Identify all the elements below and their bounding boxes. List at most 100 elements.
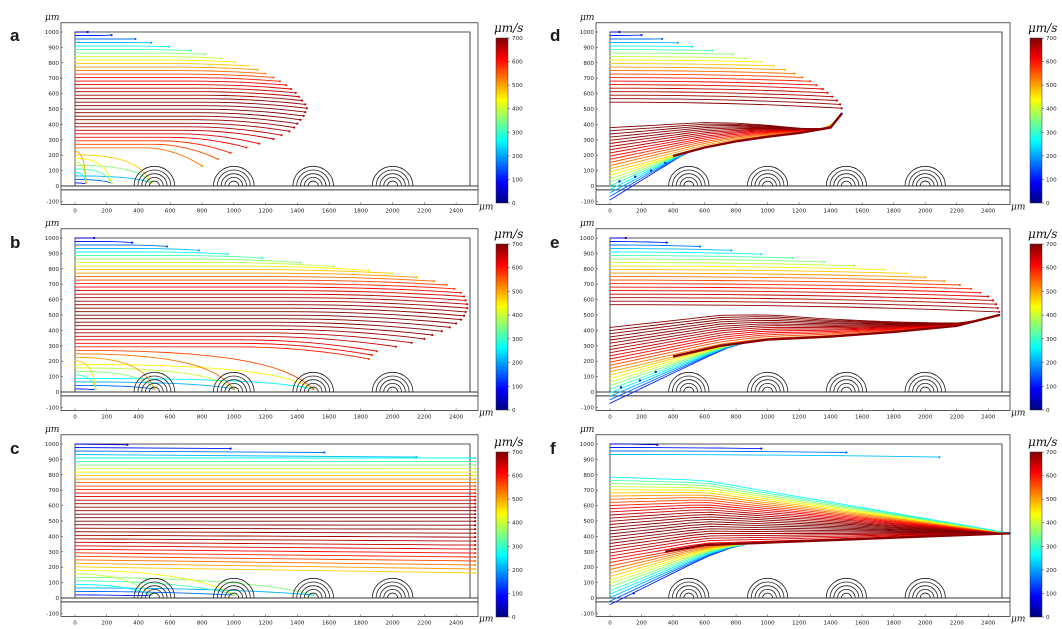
obstacle-ring <box>300 379 327 393</box>
streamline <box>609 66 786 71</box>
obstacle-ring <box>750 375 785 393</box>
streamline <box>609 319 982 341</box>
streamline <box>74 105 306 113</box>
streamline <box>74 98 306 105</box>
colorbar-tick-label: 300 <box>1046 130 1057 136</box>
obstacle-ring <box>213 372 255 393</box>
y-tick-label: 400 <box>583 122 594 128</box>
obstacle-ring <box>762 180 774 187</box>
streamline-end-point <box>474 506 477 509</box>
streamline-end-point <box>474 547 477 551</box>
x-tick-label: 1000 <box>227 208 242 214</box>
streamline-end-point <box>466 303 469 306</box>
colorbar-tick-label: 0 <box>1046 201 1050 207</box>
obstacle <box>747 577 789 599</box>
x-tick-label: 800 <box>197 208 208 214</box>
streamline-end-point <box>272 76 275 79</box>
obstacle-ring <box>145 176 164 187</box>
y-tick-label: 700 <box>583 282 594 288</box>
y-tick-label: 300 <box>48 138 59 144</box>
colorbar <box>1029 451 1043 618</box>
streamline <box>609 56 746 59</box>
streamline-end-point <box>815 84 818 87</box>
obstacle-ring <box>141 173 168 187</box>
x-tick-label: 0 <box>73 620 77 626</box>
x-tick-label: 1800 <box>887 414 902 420</box>
colorbar <box>495 451 509 618</box>
obstacle-ring <box>829 581 864 599</box>
obstacle-ring <box>840 592 852 599</box>
focus-band <box>672 112 843 158</box>
streamline-end-point <box>150 41 153 44</box>
streamline-end-point <box>474 481 477 484</box>
y-tick-label: 900 <box>583 45 594 51</box>
obstacle-ring <box>379 173 406 187</box>
obstacle-ring <box>833 379 860 393</box>
y-tick-label: 600 <box>583 298 594 304</box>
streamline <box>74 576 314 596</box>
colorbar-title: μm/s <box>494 435 523 449</box>
streamline-end-point <box>853 264 856 267</box>
y-tick-label: 300 <box>583 550 594 556</box>
streamline <box>609 84 824 90</box>
obstacle-ring <box>148 180 160 187</box>
streamline <box>609 276 945 282</box>
obstacle-ring <box>133 372 176 393</box>
streamline <box>609 489 1011 534</box>
obstacle-ring <box>137 581 172 599</box>
obstacle-ring <box>220 585 247 599</box>
obstacle-ring <box>292 372 334 393</box>
streamline <box>609 286 981 294</box>
streamline <box>609 304 1000 313</box>
y-tick-label: 600 <box>48 92 59 98</box>
y-tick-label: 500 <box>583 519 594 525</box>
y-tick-label: 700 <box>583 488 594 494</box>
streamline-end-point <box>332 265 335 268</box>
x-tick-label: 200 <box>636 620 647 626</box>
x-tick-label: 1800 <box>887 620 902 626</box>
streamline-end-point <box>197 249 200 252</box>
y-tick-label: 200 <box>48 359 59 365</box>
streamline <box>74 255 263 259</box>
streamline <box>74 269 394 274</box>
streamline <box>74 77 281 82</box>
y-tick-label: 1000 <box>580 30 595 36</box>
obstacle-ring <box>371 372 414 393</box>
streamline <box>609 479 1011 534</box>
streamline <box>609 532 1011 595</box>
x-tick-label: 2400 <box>981 208 996 214</box>
panel-a: a0 200 400 600 800 1000 1200 1400 1600 1800 2000 22… <box>10 13 523 215</box>
obstacle-ring <box>904 577 946 599</box>
streamline-end-point <box>304 103 307 106</box>
streamline-end-point <box>474 540 477 543</box>
x-tick-label: 400 <box>668 620 679 626</box>
streamline <box>74 304 467 313</box>
streamline <box>74 70 267 75</box>
y-tick-label: 1000 <box>45 30 60 36</box>
streamlines <box>74 443 477 597</box>
streamline-end-point <box>760 253 763 256</box>
x-tick-label: 600 <box>165 208 176 214</box>
streamline <box>609 63 775 67</box>
y-axis-unit: μm <box>45 219 59 229</box>
x-tick-label: 600 <box>699 620 710 626</box>
y-tick-label: 200 <box>48 153 59 159</box>
obstacle-ring <box>915 588 935 599</box>
streamline <box>609 516 1011 534</box>
streamline-end-point <box>226 253 229 256</box>
streamline <box>74 241 133 244</box>
streamline <box>609 494 1011 534</box>
streamline <box>74 332 413 344</box>
streamline <box>74 447 232 450</box>
y-tick-label: 500 <box>583 107 594 113</box>
streamline-end-point <box>474 528 477 531</box>
streamline-end-point <box>299 261 302 264</box>
colorbar-tick-label: 400 <box>1046 313 1057 319</box>
obstacle-ring <box>829 375 864 393</box>
streamline <box>609 532 1011 563</box>
colorbar-tick-label: 100 <box>1046 591 1057 597</box>
x-tick-label: 2000 <box>918 414 933 420</box>
obstacle <box>292 372 334 393</box>
streamline-end-point <box>86 30 89 34</box>
colorbar-title: μm/s <box>494 227 523 241</box>
